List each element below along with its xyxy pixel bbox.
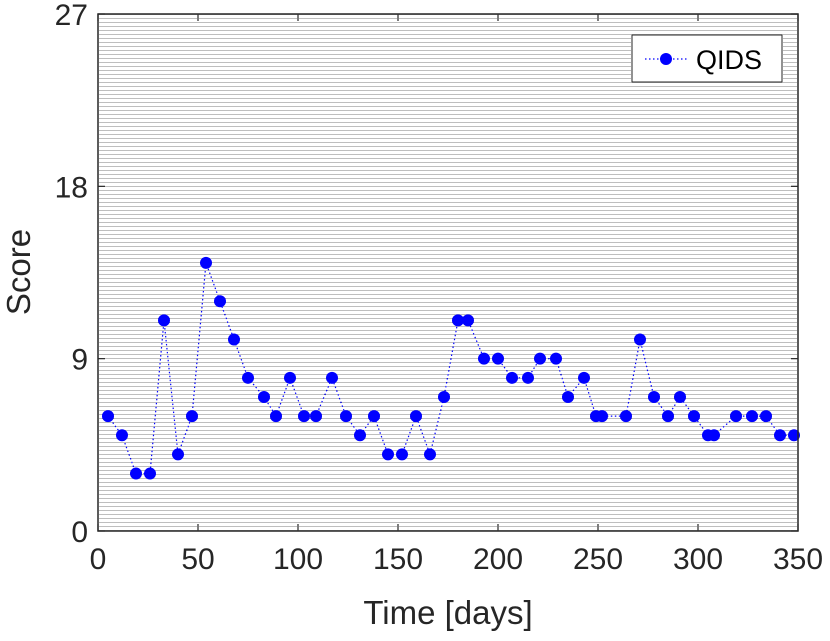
y-tick-label: 18 bbox=[55, 171, 88, 204]
data-point bbox=[340, 410, 352, 423]
data-point bbox=[634, 333, 646, 346]
data-point bbox=[478, 352, 490, 365]
data-point bbox=[172, 448, 184, 461]
data-point bbox=[438, 390, 450, 403]
data-point bbox=[462, 314, 474, 327]
data-point bbox=[242, 371, 254, 384]
x-tick-labels: 0 50 100 150 200 250 300 350 bbox=[90, 543, 823, 576]
x-tick-label: 300 bbox=[673, 543, 723, 576]
data-point bbox=[760, 410, 772, 423]
series-lines bbox=[107, 262, 794, 475]
data-point bbox=[310, 410, 322, 423]
data-point bbox=[130, 467, 142, 480]
data-point bbox=[102, 410, 114, 423]
plot-frame bbox=[97, 13, 799, 532]
data-point bbox=[708, 429, 720, 442]
data-point bbox=[158, 314, 170, 327]
legend-marker bbox=[660, 53, 672, 65]
data-point bbox=[578, 371, 590, 384]
legend: QIDS bbox=[631, 34, 783, 83]
x-tick-label: 200 bbox=[473, 543, 523, 576]
y-tick-label: 0 bbox=[71, 516, 88, 549]
data-point bbox=[688, 410, 700, 423]
data-point bbox=[774, 429, 786, 442]
x-tick-label: 350 bbox=[773, 543, 823, 576]
legend-entry-qids: QIDS bbox=[696, 45, 762, 75]
series-markers bbox=[102, 256, 800, 480]
data-point bbox=[674, 390, 686, 403]
data-point bbox=[596, 410, 608, 423]
data-point bbox=[424, 448, 436, 461]
data-point bbox=[382, 448, 394, 461]
y-tick-label: 27 bbox=[55, 0, 88, 32]
y-tick-label: 9 bbox=[71, 344, 88, 377]
vertical-grid bbox=[99, 14, 797, 531]
data-point bbox=[410, 410, 422, 423]
data-point bbox=[620, 410, 632, 423]
data-point bbox=[550, 352, 562, 365]
data-point bbox=[186, 410, 198, 423]
data-point bbox=[746, 410, 758, 423]
x-tick-label: 150 bbox=[373, 543, 423, 576]
data-point bbox=[522, 371, 534, 384]
data-point bbox=[200, 256, 212, 269]
data-point bbox=[396, 448, 408, 461]
data-point bbox=[214, 295, 226, 308]
x-axis-label: Time [days] bbox=[363, 594, 532, 631]
data-point bbox=[270, 410, 282, 423]
data-point bbox=[116, 429, 128, 442]
x-tick-label: 0 bbox=[90, 543, 107, 576]
x-tick-label: 50 bbox=[181, 543, 214, 576]
axis-ticks bbox=[97, 13, 799, 532]
data-point bbox=[144, 467, 156, 480]
data-point bbox=[298, 410, 310, 423]
data-point bbox=[534, 352, 546, 365]
data-point bbox=[492, 352, 504, 365]
data-point bbox=[452, 314, 464, 327]
x-tick-label: 250 bbox=[573, 543, 623, 576]
y-tick-labels: 0 9 18 27 bbox=[55, 0, 88, 549]
data-point bbox=[648, 390, 660, 403]
data-point bbox=[662, 410, 674, 423]
data-point bbox=[354, 429, 366, 442]
data-point bbox=[788, 429, 800, 442]
series-line bbox=[107, 262, 794, 475]
data-point bbox=[368, 410, 380, 423]
x-tick-label: 100 bbox=[273, 543, 323, 576]
data-point bbox=[258, 390, 270, 403]
data-point bbox=[506, 371, 518, 384]
y-axis-label: Score bbox=[0, 229, 37, 315]
data-point bbox=[284, 371, 296, 384]
data-point bbox=[326, 371, 338, 384]
data-point bbox=[228, 333, 240, 346]
data-point bbox=[562, 390, 574, 403]
data-point bbox=[730, 410, 742, 423]
